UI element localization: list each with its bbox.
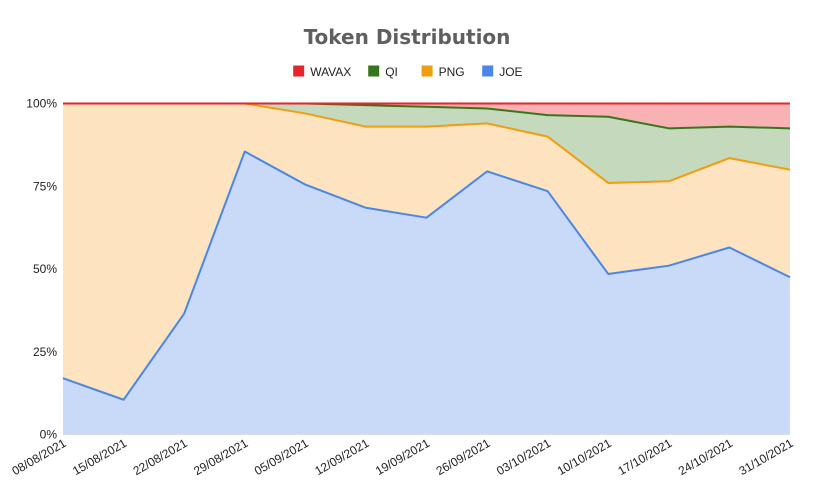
- legend-swatch: [293, 65, 305, 77]
- legend-item-wavax[interactable]: WAVAX: [293, 65, 351, 79]
- series-areas: [63, 103, 790, 435]
- x-tick-label: 08/08/2021: [9, 436, 68, 478]
- y-tick-label: 75%: [33, 179, 57, 193]
- x-tick-label: 03/10/2021: [494, 436, 553, 478]
- y-axis-ticks: 0% 25% 50% 75% 100%: [26, 97, 57, 442]
- area-png: [63, 103, 790, 400]
- x-tick-label: 10/10/2021: [555, 436, 614, 478]
- x-tick-label: 15/08/2021: [70, 436, 129, 478]
- y-tick-label: 100%: [26, 97, 57, 111]
- legend-item-png[interactable]: PNG: [421, 65, 465, 79]
- x-tick-label: 29/08/2021: [191, 436, 250, 478]
- x-tick-label: 17/10/2021: [615, 436, 674, 478]
- legend: WAVAX QI PNG JOE: [293, 65, 523, 79]
- chart-title: Token Distribution: [304, 25, 511, 49]
- x-tick-label: 24/10/2021: [676, 436, 735, 478]
- line-joe: [62, 150, 791, 401]
- legend-swatch: [482, 65, 494, 77]
- legend-item-qi[interactable]: QI: [368, 65, 398, 79]
- legend-label: QI: [385, 65, 398, 79]
- x-tick-label: 05/09/2021: [252, 436, 311, 478]
- y-tick-label: 25%: [33, 345, 57, 359]
- series-lines: [62, 102, 791, 401]
- area-wavax: [63, 103, 790, 129]
- legend-swatch: [368, 65, 380, 77]
- y-tick-label: 0%: [40, 428, 58, 442]
- x-axis-ticks: 08/08/2021 15/08/2021 22/08/2021 29/08/2021…: [9, 436, 795, 478]
- x-tick-label: 31/10/2021: [736, 436, 795, 478]
- legend-swatch: [421, 65, 433, 77]
- legend-label: JOE: [499, 65, 522, 79]
- legend-item-joe[interactable]: JOE: [482, 65, 523, 79]
- area-qi: [63, 103, 790, 183]
- legend-label: PNG: [439, 65, 465, 79]
- legend-label: WAVAX: [310, 65, 351, 79]
- x-tick-label: 19/09/2021: [373, 436, 432, 478]
- x-tick-label: 26/09/2021: [434, 436, 493, 478]
- y-tick-label: 50%: [33, 262, 57, 276]
- x-tick-label: 12/09/2021: [312, 436, 371, 478]
- area-joe: [63, 151, 790, 435]
- x-tick-label: 22/08/2021: [131, 436, 190, 478]
